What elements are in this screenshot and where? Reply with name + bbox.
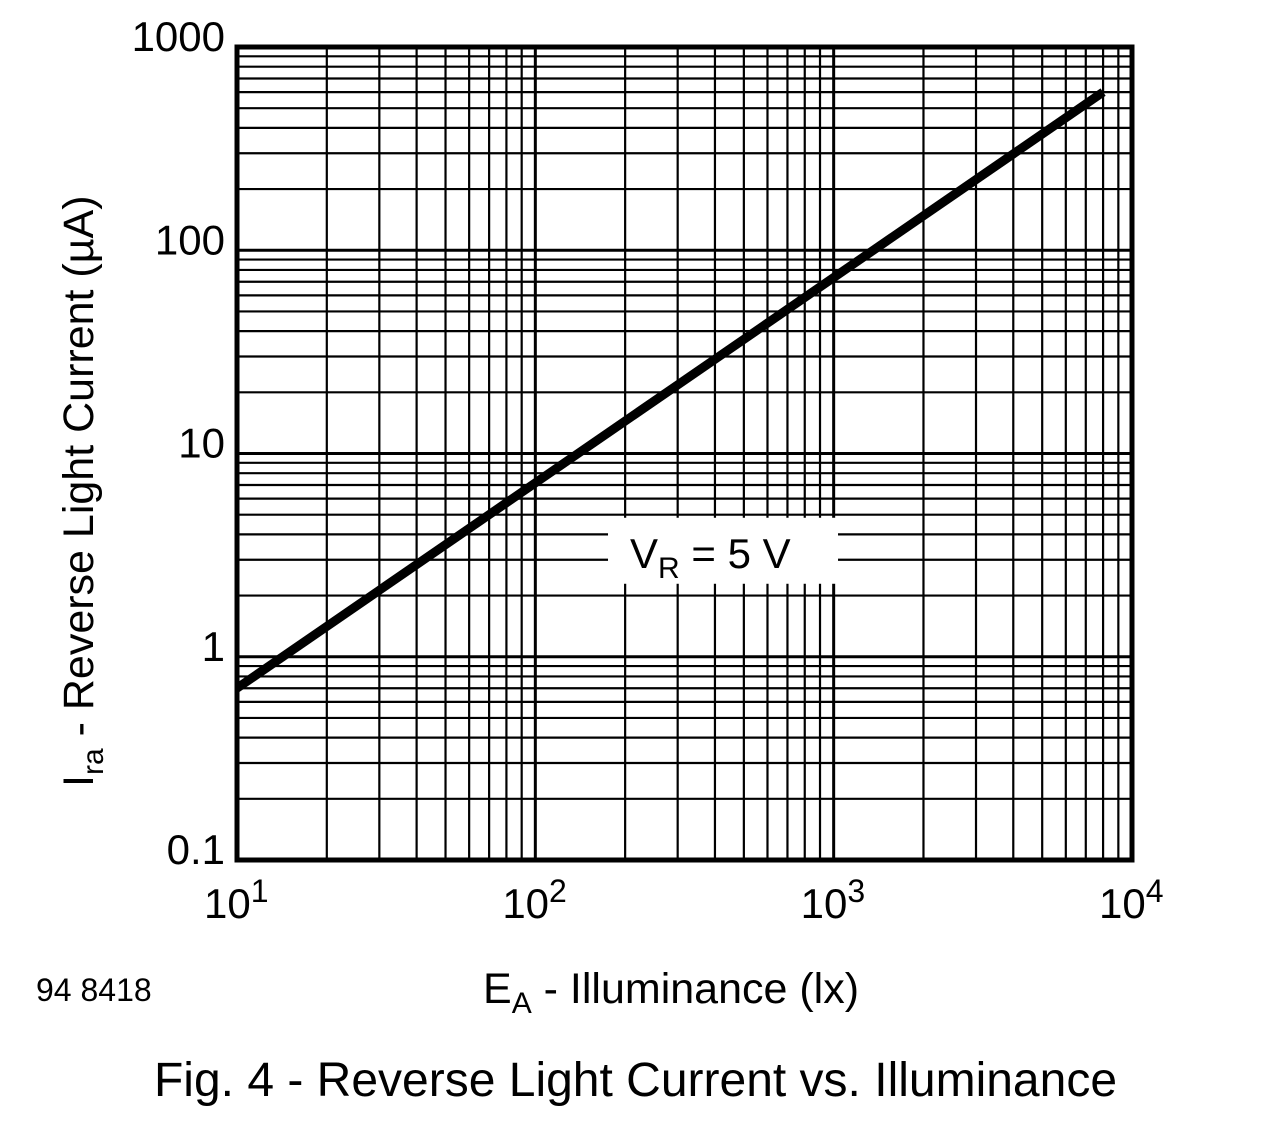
x-tick-label: 104 — [1099, 873, 1164, 927]
y-tick-label: 1000 — [132, 13, 225, 60]
series-layer — [234, 88, 1106, 692]
figure-id: 94 8418 — [36, 972, 152, 1008]
x-axis-title: EA - Illuminance (lx) — [483, 965, 859, 1020]
annotation-background — [608, 517, 839, 584]
chart: VR = 5 V 101 102 103 104 0.1 1 10 100 1000 EA -… — [55, 13, 1164, 1020]
x-tick-label: 101 — [204, 873, 269, 927]
series-annotation: VR = 5 V — [630, 530, 791, 585]
figure-caption: Fig. 4 - Reverse Light Current vs. Illum… — [153, 1054, 1118, 1107]
y-tick-labels: 0.1 1 10 100 1000 — [132, 13, 225, 873]
y-tick-label: 10 — [178, 420, 225, 467]
y-tick-label: 100 — [155, 216, 225, 263]
annotation-layer: VR = 5 V — [608, 517, 839, 585]
y-tick-label: 0.1 — [167, 826, 225, 873]
x-tick-label: 102 — [502, 873, 567, 927]
x-tick-labels: 101 102 103 104 — [204, 873, 1164, 927]
y-tick-label: 1 — [202, 623, 225, 670]
grid-major — [237, 47, 1132, 860]
series-line — [234, 88, 1106, 692]
y-axis-title: Ira - Reverse Light Current (µA) — [55, 195, 110, 787]
plot-frame — [234, 44, 1135, 863]
x-tick-label: 103 — [801, 873, 866, 927]
